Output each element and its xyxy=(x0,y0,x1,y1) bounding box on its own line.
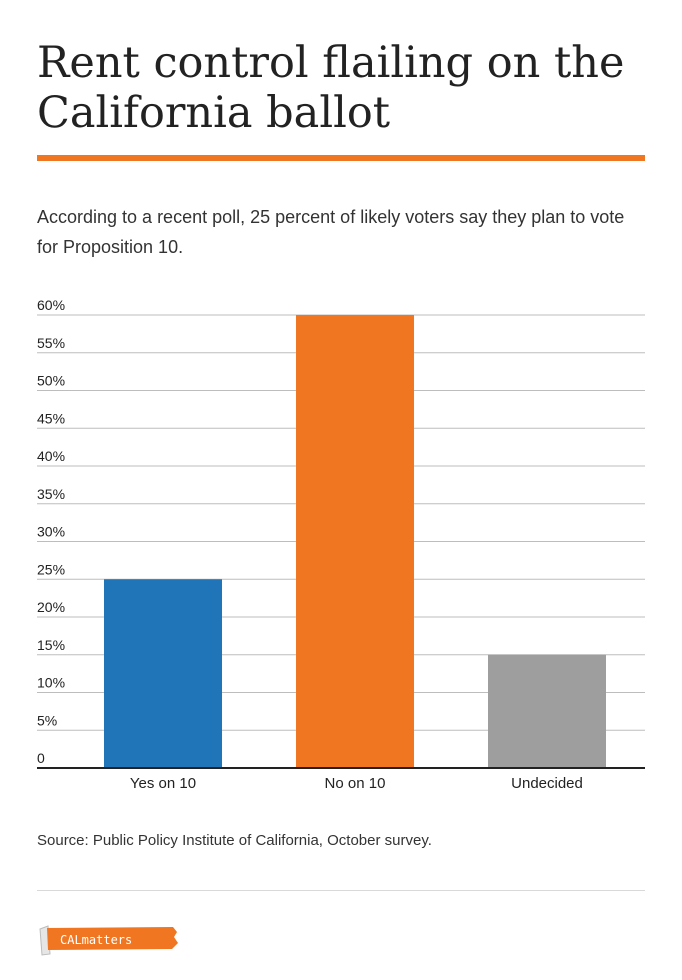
bar-undecided xyxy=(488,654,606,768)
x-tick-label: Yes on 10 xyxy=(130,775,196,792)
y-tick-label: 50% xyxy=(37,373,65,389)
y-tick-label: 10% xyxy=(37,675,65,691)
y-tick-label: 25% xyxy=(37,561,65,577)
y-tick-label: 0 xyxy=(37,750,45,766)
y-tick-label: 5% xyxy=(37,712,57,728)
logo-wordmark: CALmatters xyxy=(60,933,132,947)
chart-subtitle: According to a recent poll, 25 percent o… xyxy=(37,207,625,257)
title-underline xyxy=(37,155,645,161)
y-tick-label: 30% xyxy=(37,524,65,540)
x-tick-label: No on 10 xyxy=(325,775,386,792)
calmatters-logo[interactable]: CALmatters xyxy=(38,924,183,956)
bar-yes-on-10 xyxy=(104,579,222,768)
y-tick-label: 45% xyxy=(37,410,65,426)
y-tick-label: 60% xyxy=(37,297,65,313)
y-tick-label: 20% xyxy=(37,599,65,615)
y-tick-label: 35% xyxy=(37,486,65,502)
bar-chart: 0 5% 10% 15% 20% 25% 30% 35% 40% 45% 50% 55% 60% Yes… xyxy=(37,297,645,792)
source-note: Source: Public Policy Institute of Calif… xyxy=(37,832,432,849)
footer-divider xyxy=(37,890,645,891)
y-tick-label: 40% xyxy=(37,448,65,464)
x-tick-label: Undecided xyxy=(511,775,583,792)
x-axis-tick-labels: Yes on 10 No on 10 Undecided xyxy=(130,775,583,792)
y-axis-tick-labels: 0 5% 10% 15% 20% 25% 30% 35% 40% 45% 50% 55% 60% xyxy=(37,297,65,766)
y-tick-label: 55% xyxy=(37,335,65,351)
chart-title: Rent control flailing on the California … xyxy=(37,38,625,138)
bars xyxy=(104,315,606,768)
bar-no-on-10 xyxy=(296,315,414,768)
y-tick-label: 15% xyxy=(37,637,65,653)
